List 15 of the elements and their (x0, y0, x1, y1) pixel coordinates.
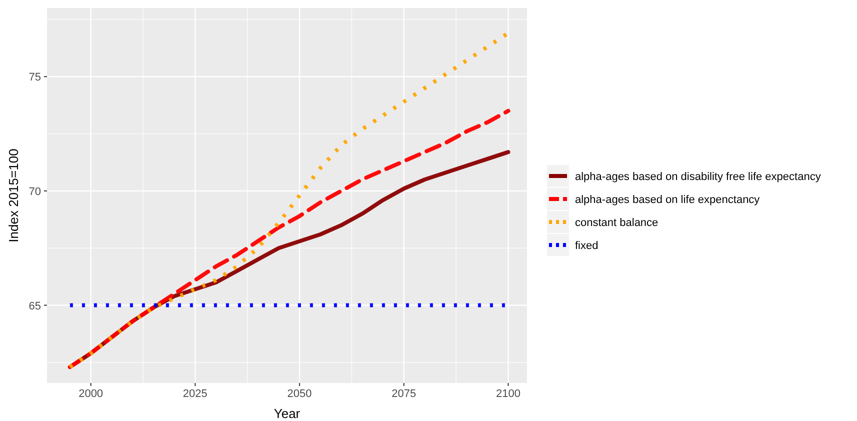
x-axis-title: Year (274, 406, 301, 421)
y-axis-title: Index 2015=100 (6, 148, 21, 242)
y-tick-label: 70 (28, 186, 41, 198)
legend-label: fixed (575, 240, 598, 252)
x-tick-label: 2025 (182, 388, 208, 400)
legend-label: alpha-ages based on life expenctancy (575, 194, 760, 206)
x-tick-label: 2000 (78, 388, 104, 400)
x-tick-label: 2050 (287, 388, 312, 400)
line-series (68, 108, 510, 369)
y-tick-label: 65 (28, 300, 41, 312)
y-tick-label: 75 (28, 72, 41, 84)
legend-label: alpha-ages based on disability free life expectancy (575, 171, 822, 183)
x-tick-label: 2075 (392, 388, 416, 400)
legend-label: constant balance (575, 217, 658, 229)
x-tick-label: 2100 (496, 388, 520, 400)
